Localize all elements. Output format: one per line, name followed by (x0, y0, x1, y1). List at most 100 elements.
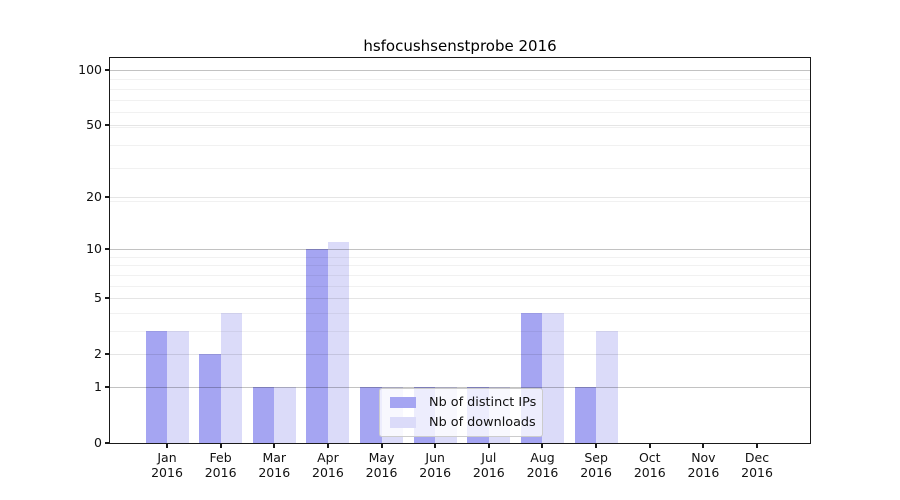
y-tick-mark-20 (105, 195, 109, 198)
x-tick-year: 2016 (365, 465, 398, 480)
x-tick-mark-jul (487, 444, 490, 448)
y-minor-gridline-9 (110, 256, 810, 258)
y-tick-label-1: 1 (94, 378, 102, 394)
x-tick-mark-dec (756, 444, 759, 448)
y-gridline-20 (110, 196, 810, 198)
x-tick-label-jul: Jul 2016 (462, 450, 516, 480)
x-tick-label-nov: Nov 2016 (676, 450, 730, 480)
y-gridline-5 (110, 298, 810, 300)
y-tick-label-20: 20 (86, 188, 102, 204)
legend-item-nb-of-distinct-ips: Nb of distinct IPs (390, 395, 536, 410)
y-minor-gridline-39 (110, 144, 810, 146)
bar-nb-of-distinct-ips-mar (252, 386, 275, 443)
x-tick-mark-oct (648, 444, 651, 448)
x-tick-mark-may (380, 444, 383, 448)
x-tick-label-jan: Jan 2016 (140, 450, 194, 480)
y-minor-gridline-29 (110, 168, 810, 170)
x-tick-month: Nov (691, 450, 716, 465)
y-minor-gridline-19 (110, 200, 810, 202)
legend-swatch-nb-of-distinct-ips (390, 397, 416, 408)
y-minor-gridline-6 (110, 285, 810, 287)
x-tick-mark-nov (702, 444, 705, 448)
x-tick-year: 2016 (419, 465, 452, 480)
x-tick-year: 2016 (258, 465, 291, 480)
x-tick-label-aug: Aug 2016 (515, 450, 569, 480)
y-minor-gridline-3 (110, 330, 810, 332)
y-tick-mark-5 (105, 297, 109, 300)
x-tick-year: 2016 (204, 465, 237, 480)
bar-nb-of-distinct-ips-jan (145, 330, 167, 443)
y-minor-gridline-89 (110, 79, 810, 81)
x-tick-label-apr: Apr 2016 (301, 450, 355, 480)
x-tick-label-sep: Sep 2016 (569, 450, 623, 480)
legend-item-nb-of-downloads: Nb of downloads (390, 415, 536, 430)
legend-swatch-nb-of-downloads (390, 417, 416, 428)
y-tick-label-0: 0 (94, 435, 102, 450)
bar-nb-of-downloads-aug (542, 312, 564, 443)
bar-nb-of-downloads-feb (220, 312, 243, 443)
y-minor-gridline-79 (110, 88, 810, 90)
x-tick-month: Jun (425, 450, 445, 465)
y-minor-gridline-49 (110, 126, 810, 128)
y-minor-gridline-7 (110, 274, 810, 276)
y-gridline-2 (110, 354, 810, 356)
y-tick-mark-50 (105, 124, 109, 127)
y-minor-gridline-59 (110, 112, 810, 114)
x-tick-label-feb: Feb 2016 (194, 450, 248, 480)
x-tick-year: 2016 (687, 465, 720, 480)
y-tick-mark-1 (105, 385, 109, 388)
bar-nb-of-distinct-ips-feb (199, 354, 221, 443)
y-minor-gridline-8 (110, 265, 810, 267)
y-tick-label-100: 100 (78, 61, 102, 77)
y-tick-label-50: 50 (86, 117, 102, 133)
y-tick-mark-100 (105, 68, 109, 71)
x-tick-month: Aug (530, 450, 555, 465)
bar-nb-of-downloads-apr (327, 242, 350, 443)
x-tick-year: 2016 (741, 465, 773, 480)
y-tick-mark-0 (105, 442, 109, 444)
x-tick-year: 2016 (526, 465, 559, 480)
y-tick-label-10: 10 (86, 241, 102, 257)
x-tick-label-oct: Oct 2016 (623, 450, 677, 480)
y-tick-label-2: 2 (94, 346, 102, 362)
y-tick-label-5: 5 (94, 290, 102, 306)
x-tick-label-jun: Jun 2016 (408, 450, 462, 480)
bar-nb-of-distinct-ips-apr (306, 249, 328, 443)
x-tick-year: 2016 (151, 465, 183, 480)
y-minor-gridline-69 (110, 99, 810, 101)
x-tick-month: Apr (317, 450, 339, 465)
x-tick-month: Sep (584, 450, 608, 465)
x-tick-month: Jul (481, 450, 497, 465)
plot-area: Nb of distinct IPs Nb of downloads (109, 57, 811, 444)
x-tick-label-may: May 2016 (355, 450, 409, 480)
bar-nb-of-downloads-sep (596, 330, 618, 443)
bar-nb-of-downloads-jan (167, 330, 189, 443)
x-tick-label-dec: Dec 2016 (730, 450, 784, 480)
chart-title: hsfocushsenstprobe 2016 (363, 37, 557, 55)
x-tick-mark-sep (595, 444, 598, 448)
x-tick-mark-mar (273, 444, 276, 448)
y-tick-mark-2 (105, 353, 109, 356)
x-tick-year: 2016 (472, 465, 505, 480)
x-tick-month: Feb (209, 450, 232, 465)
x-tick-month: Jan (157, 450, 177, 465)
y-gridline-1 (110, 386, 810, 388)
y-tick-mark-10 (105, 248, 109, 251)
x-tick-month: May (368, 450, 395, 465)
x-tick-year: 2016 (580, 465, 613, 480)
bar-nb-of-distinct-ips-may (360, 386, 382, 443)
x-tick-month: Dec (744, 450, 770, 465)
y-minor-gridline-4 (110, 312, 810, 314)
legend-label-nb-of-downloads: Nb of downloads (429, 415, 536, 430)
y-gridline-50 (110, 125, 810, 127)
x-tick-month: Mar (262, 450, 287, 465)
x-tick-mark-apr (326, 444, 329, 448)
x-tick-mark-jan (166, 444, 168, 448)
y-gridline-10 (110, 249, 810, 251)
x-tick-year: 2016 (312, 465, 344, 480)
bar-nb-of-distinct-ips-sep (574, 386, 597, 443)
x-tick-mark-feb (219, 444, 222, 448)
x-tick-mark-jun (434, 444, 437, 448)
x-tick-year: 2016 (633, 465, 666, 480)
